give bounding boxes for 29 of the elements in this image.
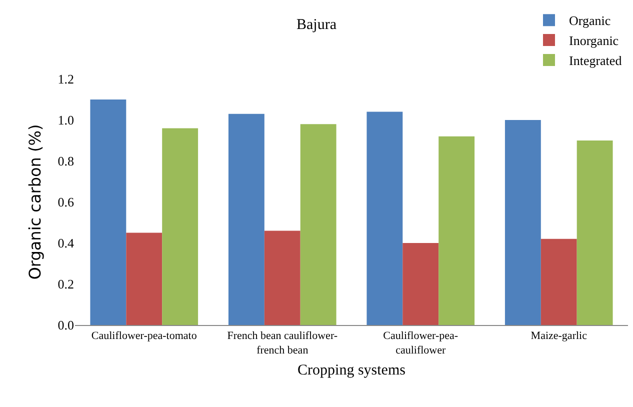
bar [402,243,439,325]
legend-label: Inorganic [569,33,619,48]
y-tick-label: 1.0 [58,112,74,128]
bar [228,114,264,325]
bar [126,232,162,325]
bar [438,136,475,325]
y-tick-label: 0.8 [58,154,74,169]
bar [576,140,613,325]
x-tick-label: French bean cauliflower-french bean [227,330,338,356]
bar [540,238,577,325]
y-tick-label: 0.2 [58,276,74,292]
bar [504,120,541,325]
y-tick-label: 0.6 [58,194,74,210]
legend-label: Integrated [569,53,622,68]
x-tick-label: Cauliflower-pea-cauliflower [383,330,458,356]
bar [264,230,300,325]
y-tick-label: 1.2 [58,72,74,87]
bar [162,128,198,325]
bar [300,124,336,325]
chart-title: Bajura [296,16,337,33]
y-tick-label: 0.4 [58,236,74,251]
bar [366,112,403,325]
x-tick-label: Cauliflower-pea-tomato [91,330,198,342]
y-axis-title: Organic carbon (%) [26,124,45,280]
x-tick-label: Maize-garlic [530,330,588,342]
legend-label: Organic [569,13,611,28]
x-axis-title: Cropping systems [298,362,406,378]
bar [90,100,126,325]
y-tick-label: 0.0 [58,318,74,333]
